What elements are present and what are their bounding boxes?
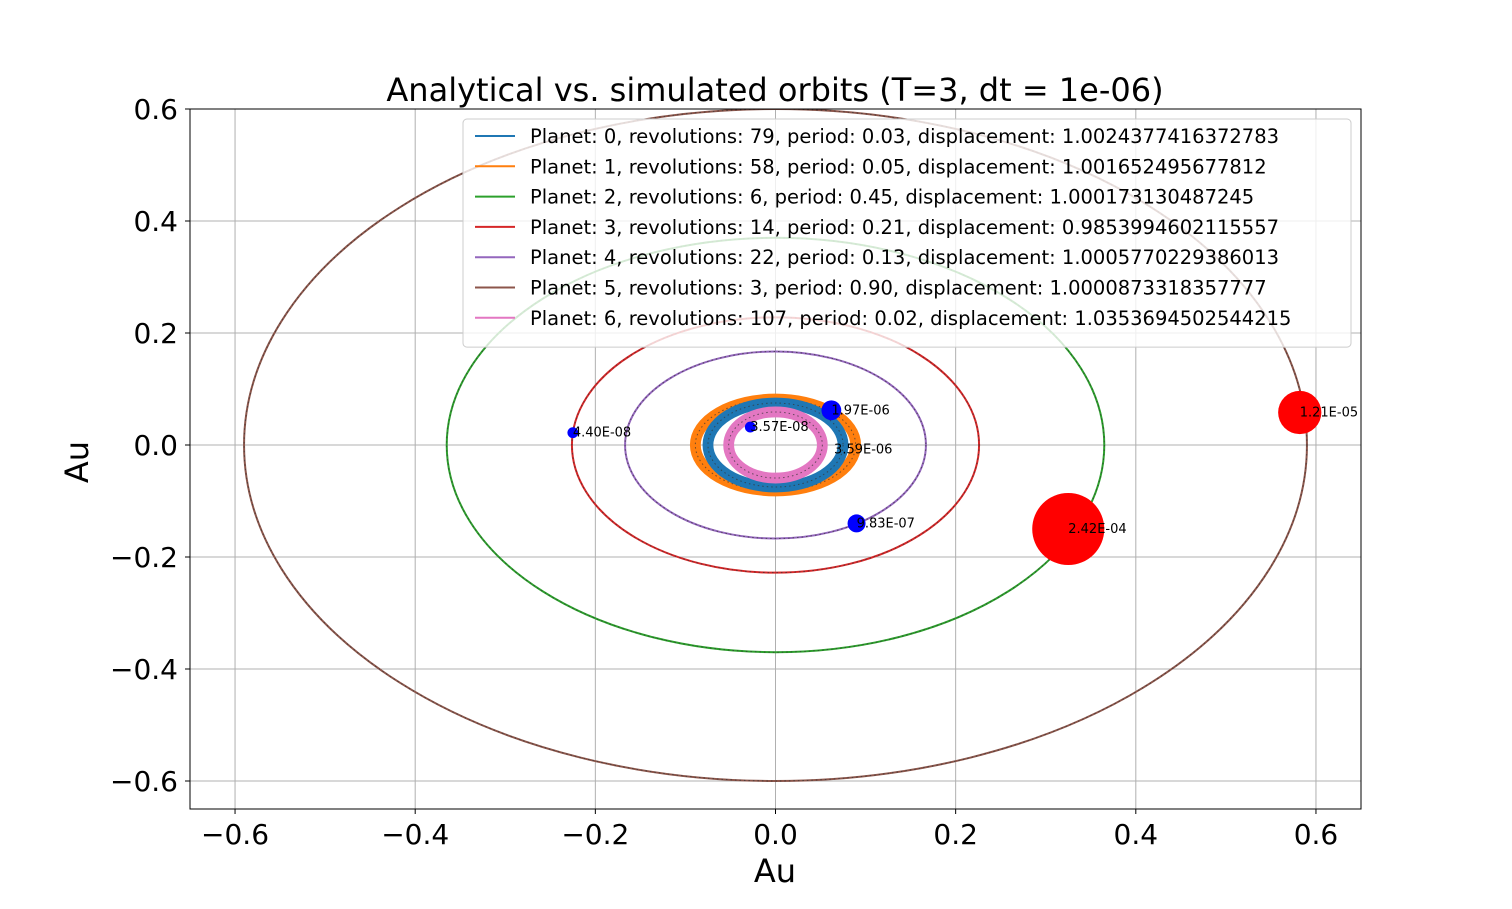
planet-marker — [1278, 390, 1322, 435]
planet-marker — [567, 427, 579, 439]
y-tick-label: 0.6 — [133, 93, 178, 126]
x-axis-label: Au — [754, 852, 796, 890]
legend-entry: Planet: 2, revolutions: 6, period: 0.45,… — [530, 186, 1254, 209]
mass-label: 3.59E-06 — [834, 442, 892, 457]
y-tick-label: 0.4 — [133, 205, 178, 238]
y-tick-label: −0.2 — [110, 541, 178, 574]
x-tick-label: −0.2 — [561, 818, 629, 851]
analytic-orbit-planet-0 — [707, 402, 844, 488]
x-tick-label: 0.0 — [753, 818, 798, 851]
planet-markers: 1.97E-06 3.57E-08 4.40E-08 3.59E-06 9.83E-07… — [567, 390, 1358, 566]
legend-entry: Planet: 0, revolutions: 79, period: 0.03… — [530, 125, 1279, 148]
mass-label: 4.40E-08 — [573, 426, 631, 441]
chart-title: Analytical vs. simulated orbits (T=3, dt… — [386, 71, 1163, 109]
y-axis-label: Au — [58, 441, 96, 483]
analytic-orbit-planet-6 — [728, 411, 823, 479]
x-tick-label: 0.2 — [933, 818, 978, 851]
mass-label: 3.57E-08 — [750, 420, 808, 435]
x-tick-label: −0.4 — [381, 818, 449, 851]
y-tick-label: −0.6 — [110, 765, 178, 798]
mass-label: 9.83E-07 — [857, 516, 915, 531]
legend-entry: Planet: 4, revolutions: 22, period: 0.13… — [530, 246, 1279, 269]
mass-label: 1.97E-06 — [831, 403, 889, 418]
planet-marker — [1032, 492, 1105, 566]
planet-marker — [744, 421, 756, 433]
x-tick-label: 0.4 — [1114, 818, 1159, 851]
legend-entry: Planet: 5, revolutions: 3, period: 0.90,… — [530, 277, 1267, 300]
y-tick-label: −0.4 — [110, 653, 178, 686]
analytic-orbit-planet-5 — [243, 109, 1308, 782]
mass-label: 1.21E-05 — [1300, 406, 1358, 421]
legend: Planet: 0, revolutions: 79, period: 0.03… — [462, 118, 1352, 348]
mass-label: 2.42E-04 — [1068, 522, 1126, 537]
x-tick-label: −0.6 — [201, 818, 269, 851]
y-tick-label: 0.2 — [133, 317, 178, 350]
planet-marker — [847, 514, 866, 533]
analytic-orbit-planet-4 — [624, 350, 927, 540]
y-tick-label: 0.0 — [133, 429, 178, 462]
legend-entry: Planet: 6, revolutions: 107, period: 0.0… — [530, 307, 1291, 330]
analytic-orbit-planet-3 — [571, 316, 980, 574]
x-tick-label: 0.6 — [1294, 818, 1339, 851]
planet-marker — [821, 400, 842, 421]
legend-entry: Planet: 3, revolutions: 14, period: 0.21… — [530, 216, 1279, 239]
axis-ticks: −0.6 −0.4 −0.2 0.0 0.2 0.4 0.6 −0.6 −0.4 −0.2 0.0 0… — [110, 93, 1338, 851]
orbits — [243, 109, 1308, 782]
legend-entry: Planet: 1, revolutions: 58, period: 0.05… — [530, 155, 1267, 178]
legend-box — [462, 118, 1352, 348]
